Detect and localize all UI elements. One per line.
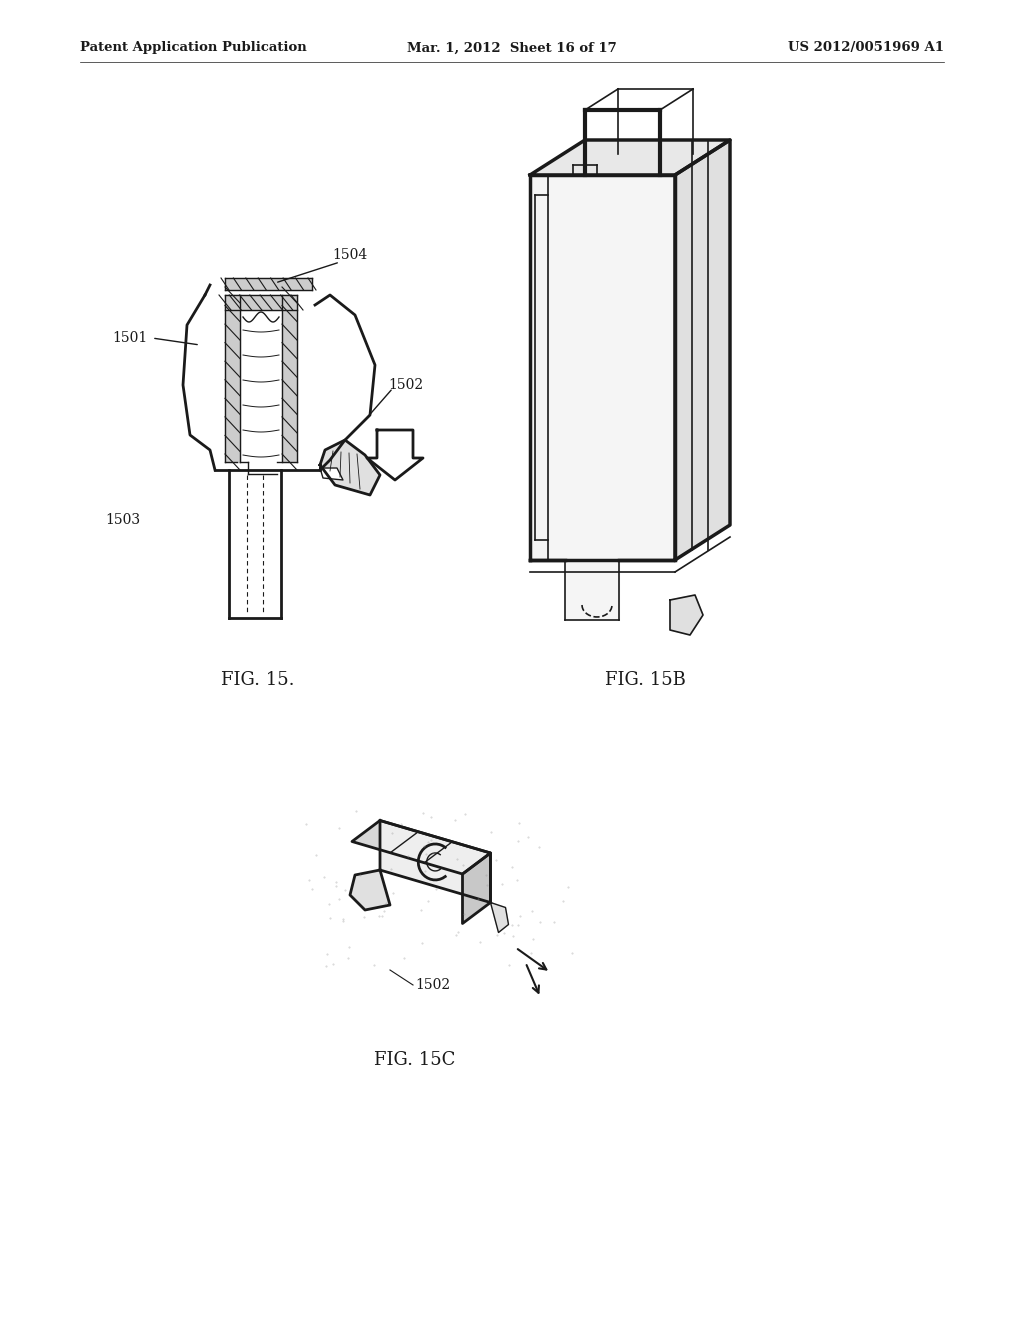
Polygon shape bbox=[367, 430, 423, 480]
Polygon shape bbox=[350, 870, 390, 909]
Polygon shape bbox=[675, 140, 730, 560]
Text: 1503: 1503 bbox=[104, 513, 140, 527]
Text: US 2012/0051969 A1: US 2012/0051969 A1 bbox=[788, 41, 944, 54]
Polygon shape bbox=[380, 821, 490, 903]
Polygon shape bbox=[225, 279, 312, 290]
Polygon shape bbox=[530, 176, 675, 560]
Text: Mar. 1, 2012  Sheet 16 of 17: Mar. 1, 2012 Sheet 16 of 17 bbox=[408, 41, 616, 54]
Polygon shape bbox=[530, 140, 730, 176]
Text: 1504: 1504 bbox=[332, 248, 368, 261]
Text: 1501: 1501 bbox=[113, 331, 148, 345]
Text: Patent Application Publication: Patent Application Publication bbox=[80, 41, 307, 54]
Text: FIG. 15B: FIG. 15B bbox=[604, 671, 685, 689]
Polygon shape bbox=[565, 560, 618, 620]
Text: FIG. 15C: FIG. 15C bbox=[375, 1051, 456, 1069]
Polygon shape bbox=[282, 294, 297, 462]
Polygon shape bbox=[463, 853, 490, 924]
Polygon shape bbox=[225, 294, 240, 462]
Polygon shape bbox=[490, 903, 509, 932]
Polygon shape bbox=[319, 440, 380, 495]
Polygon shape bbox=[225, 294, 297, 310]
Polygon shape bbox=[319, 469, 343, 480]
Text: 1502: 1502 bbox=[415, 978, 451, 993]
Text: 1502: 1502 bbox=[388, 378, 423, 392]
Polygon shape bbox=[352, 821, 490, 874]
Polygon shape bbox=[670, 595, 703, 635]
Text: FIG. 15.: FIG. 15. bbox=[221, 671, 295, 689]
